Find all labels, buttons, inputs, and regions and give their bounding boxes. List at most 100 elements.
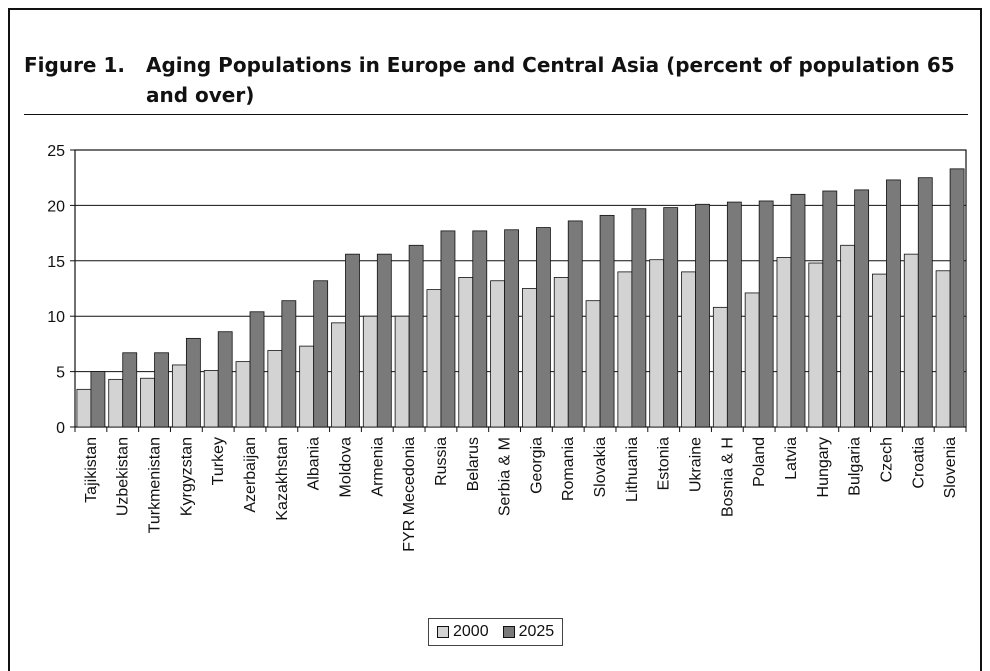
bar-2025-lithuania [631,208,647,428]
bar-2000-kyrgyzstan [171,364,187,428]
x-category-label: Georgia [528,437,545,494]
bar-2025-kyrgyzstan [185,337,201,428]
bar-2000-slovenia [935,270,951,428]
legend-item-2025: 2025 [502,623,555,641]
bar-2000-croatia [903,253,919,428]
x-category-label: Serbia & M [497,437,514,516]
bar-2000-bulgaria [840,244,856,428]
bar-2025-czech [886,179,901,428]
bar-2025-bulgaria [854,189,870,428]
bar-2000-slovakia [585,300,601,428]
bar-2000-moldova [331,322,346,428]
bar-2000-belarus [458,277,474,428]
bar-2025-turkey [217,331,233,428]
bar-2000-lithuania [617,271,633,428]
x-category-label: Poland [751,437,768,487]
x-category-label: Romania [560,437,577,501]
x-category-label: FYR Mecedonia [401,437,418,552]
y-tick-label: 20 [47,198,65,215]
bar-2025-latvia [790,193,806,428]
bar-2000-uzbekistan [108,378,124,428]
x-category-label: Estonia [656,437,673,490]
legend-label-2000: 2000 [453,623,489,640]
y-tick-label: 15 [47,254,65,271]
bar-2025-azerbaijan [249,311,265,428]
bar-2000-fyr-mecedonia [394,315,410,428]
figure-number: Figure 1. [24,53,125,77]
chart-legend: 2000 2025 [428,618,564,646]
bar-2025-bosnia-h [726,201,742,428]
x-category-label: Uzbekistan [115,437,132,516]
x-category-label: Belarus [465,437,482,491]
x-category-label: Bosnia & H [719,437,736,517]
bar-2000-georgia [522,288,537,428]
bar-2000-poland [744,292,760,428]
y-tick-label: 0 [56,420,65,437]
bar-2025-estonia [663,207,679,428]
x-category-label: Slovenia [942,437,959,498]
bar-2025-ukraine [695,203,710,428]
bar-2000-czech [872,273,887,428]
figure-title: Figure 1. Aging Populations in Europe and… [24,50,964,110]
x-category-label: Armenia [369,437,386,497]
bar-2025-hungary [822,190,838,428]
bar-2000-armenia [362,315,378,428]
x-category-label: Moldova [337,437,354,498]
x-category-label: Croatia [910,437,927,489]
bar-2000-russia [426,289,442,428]
bar-2025-belarus [472,230,488,428]
bar-2025-serbia-m [504,229,519,428]
legend-item-2000: 2000 [437,623,489,641]
bar-2025-poland [758,200,774,428]
x-category-label: Bulgaria [847,437,864,496]
bar-2000-tajikistan [76,388,92,428]
legend-label-2025: 2025 [518,623,555,640]
bar-2000-hungary [808,262,824,428]
y-tick-label: 5 [56,365,65,382]
legend-swatch-2025 [502,626,515,638]
bar-2025-romania [567,220,583,428]
bar-2000-latvia [776,257,792,428]
bar-2000-ukraine [681,271,696,428]
x-category-label: Kyrgyzstan [178,437,195,516]
x-category-label: Slovakia [592,437,609,498]
x-category-label: Hungary [815,437,832,497]
bar-2025-russia [440,230,456,428]
y-tick-label: 25 [47,143,65,160]
bar-2025-croatia [917,177,933,428]
x-category-label: Russia [433,437,450,486]
bar-2025-georgia [536,227,551,428]
bar-2000-turkey [203,370,219,428]
bar-2000-bosnia-h [712,306,728,428]
figure-frame [8,8,982,671]
bar-2025-turkmenistan [154,352,169,428]
bar-2025-kazakhstan [281,300,297,428]
x-category-label: Lithuania [624,437,641,502]
x-category-label: Turkmenistan [147,437,164,533]
x-category-label: Albania [306,437,323,490]
legend-swatch-2000 [437,626,449,638]
x-category-label: Latvia [783,437,800,480]
bar-2025-armenia [376,253,392,428]
x-category-label: Turkey [210,437,227,485]
bar-2000-serbia-m [490,280,505,428]
title-rule [24,114,968,115]
bar-2025-slovenia [949,168,965,428]
bar-2000-turkmenistan [140,377,155,428]
y-tick-label: 10 [47,309,65,326]
bar-2025-uzbekistan [122,352,138,428]
bar-2025-moldova [345,253,360,428]
x-category-label: Czech [878,437,895,482]
figure-title-text: Aging Populations in Europe and Central … [146,53,955,107]
bar-2000-estonia [649,259,665,428]
bar-2000-romania [553,277,569,428]
x-category-label: Kazakhstan [274,437,291,521]
bar-2025-slovakia [599,214,615,428]
bar-2000-albania [299,345,315,428]
bar-2025-tajikistan [90,371,106,428]
x-category-label: Azerbaijan [242,437,259,513]
bar-2000-azerbaijan [235,361,251,428]
bar-2025-albania [313,280,329,428]
x-category-label: Ukraine [688,437,705,492]
